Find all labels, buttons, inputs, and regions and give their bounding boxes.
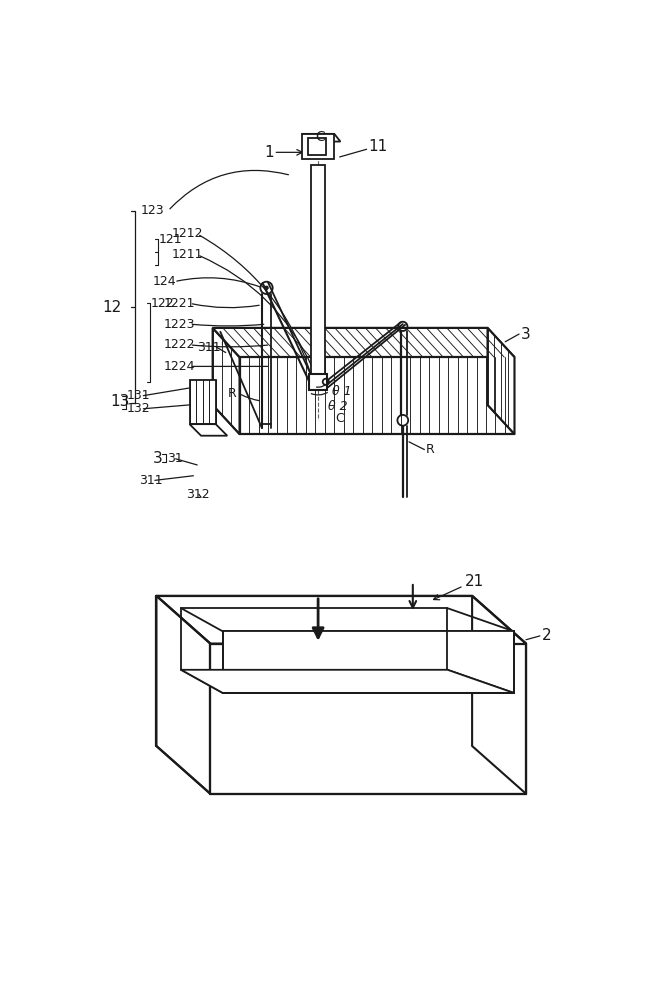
Text: 123: 123 xyxy=(141,204,165,217)
Text: 312: 312 xyxy=(185,488,210,501)
Polygon shape xyxy=(189,380,215,424)
Text: 311: 311 xyxy=(138,474,163,487)
Text: C: C xyxy=(335,412,343,425)
Text: C: C xyxy=(315,130,325,144)
Polygon shape xyxy=(157,596,210,794)
Text: 121: 121 xyxy=(159,233,182,246)
Text: 122: 122 xyxy=(151,297,174,310)
Circle shape xyxy=(265,286,268,289)
Polygon shape xyxy=(213,328,515,357)
Text: 2: 2 xyxy=(541,628,551,643)
Text: 1212: 1212 xyxy=(172,227,203,240)
Text: 1221: 1221 xyxy=(164,297,196,310)
Text: 13: 13 xyxy=(110,394,129,409)
Text: 1: 1 xyxy=(264,145,274,160)
Polygon shape xyxy=(302,134,340,142)
Text: 132: 132 xyxy=(127,402,151,415)
Text: R: R xyxy=(228,387,237,400)
Text: 12: 12 xyxy=(103,300,121,315)
Polygon shape xyxy=(213,328,240,434)
Text: θ 2: θ 2 xyxy=(328,400,348,413)
Text: 311': 311' xyxy=(197,341,225,354)
Polygon shape xyxy=(157,596,526,644)
Text: 1223: 1223 xyxy=(164,318,196,331)
Text: 11: 11 xyxy=(368,139,387,154)
Text: 1224: 1224 xyxy=(164,360,196,373)
Polygon shape xyxy=(181,670,514,693)
Text: R: R xyxy=(426,443,435,456)
Polygon shape xyxy=(302,134,334,158)
Text: 21: 21 xyxy=(464,574,484,589)
Polygon shape xyxy=(311,165,325,374)
Polygon shape xyxy=(210,644,526,794)
Text: 3: 3 xyxy=(520,327,530,342)
Polygon shape xyxy=(309,374,327,389)
Text: 31: 31 xyxy=(167,452,183,465)
Text: θ 1: θ 1 xyxy=(332,385,351,398)
Text: 131: 131 xyxy=(127,389,151,402)
Polygon shape xyxy=(488,328,515,434)
Polygon shape xyxy=(308,138,326,155)
Text: 1222: 1222 xyxy=(164,338,196,351)
Polygon shape xyxy=(189,424,227,436)
Polygon shape xyxy=(223,631,514,693)
Polygon shape xyxy=(240,357,515,434)
Polygon shape xyxy=(472,596,526,794)
Text: 3: 3 xyxy=(153,451,163,466)
Text: 124: 124 xyxy=(153,275,176,288)
Text: 1211: 1211 xyxy=(172,248,203,261)
